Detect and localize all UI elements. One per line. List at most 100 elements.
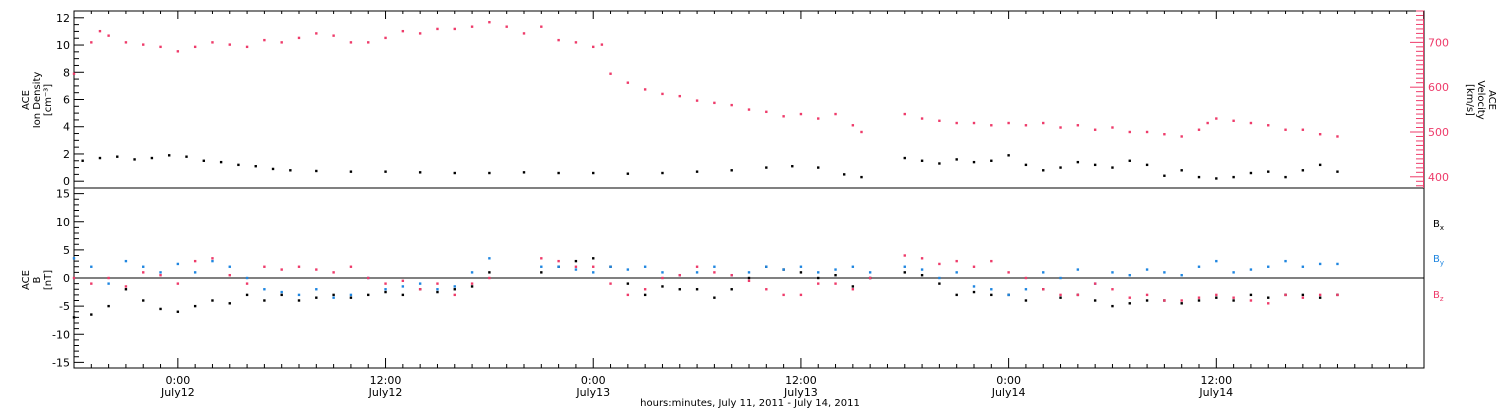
density-point — [557, 171, 560, 175]
x-tick-date-label: July13 — [783, 386, 818, 399]
velocity-point — [1267, 124, 1270, 127]
velocity-point — [211, 41, 214, 44]
bz-point — [730, 273, 733, 277]
bz-point — [315, 268, 318, 271]
density-point — [1059, 166, 1062, 169]
bz-point — [592, 265, 595, 268]
by-point — [574, 268, 578, 271]
by-point — [401, 285, 405, 288]
by-point — [661, 271, 664, 274]
by-point — [1163, 271, 1166, 274]
bx-point — [713, 296, 716, 299]
top-left-label-line2: Ion Density — [32, 72, 43, 129]
bz-point — [1128, 296, 1131, 299]
by-point — [643, 265, 647, 268]
bottom-left-tick-label: 0 — [63, 272, 70, 285]
bx-point — [1111, 304, 1114, 308]
bx-point — [1267, 296, 1270, 299]
bx-point — [972, 290, 976, 294]
density-point — [695, 170, 699, 173]
by-point — [817, 271, 820, 274]
top-left-tick-label: 0 — [63, 175, 70, 188]
bz-point — [765, 288, 768, 291]
bx-point — [834, 273, 837, 277]
by-point — [765, 265, 768, 268]
density-point — [271, 167, 275, 171]
bx-point — [245, 293, 249, 297]
density-point — [791, 165, 794, 168]
density-point — [1232, 175, 1235, 179]
density-point — [1318, 163, 1322, 167]
by-point — [695, 271, 699, 274]
velocity-point — [765, 110, 768, 114]
bz-point — [332, 271, 335, 274]
bz-point — [159, 273, 162, 277]
top-left-tick-label: 8 — [63, 66, 70, 79]
bx-point — [990, 293, 993, 297]
density-point — [626, 172, 630, 175]
density-point — [1215, 177, 1218, 180]
velocity-point — [401, 29, 405, 33]
by-point — [418, 282, 422, 285]
bz-point — [955, 259, 958, 263]
velocity-point — [1042, 121, 1045, 125]
top-left-label-line1: ACE — [21, 90, 32, 110]
x-tick-date-label: July12 — [160, 386, 195, 399]
velocity-point — [297, 36, 301, 40]
bz-point — [384, 282, 387, 285]
bz-point — [1284, 293, 1287, 297]
bz-point — [1093, 282, 1097, 285]
bx-point — [124, 288, 128, 291]
density-point — [1336, 170, 1339, 173]
x-tick-time-label: 0:00 — [996, 374, 1021, 387]
bz-point — [436, 282, 439, 285]
density-point — [185, 155, 188, 158]
density-point — [488, 171, 491, 175]
bz-point — [1318, 293, 1322, 297]
by-point — [1076, 268, 1080, 271]
velocity-point — [1145, 130, 1149, 134]
velocity-point — [90, 41, 93, 44]
density-point — [1197, 175, 1201, 179]
bx-point — [107, 304, 110, 308]
bz-point — [1111, 288, 1114, 291]
velocity-point — [782, 115, 785, 118]
velocity-point — [98, 29, 102, 33]
density-point — [237, 163, 240, 167]
velocity-point — [332, 34, 335, 37]
bz-point — [176, 282, 180, 285]
bz-point — [1059, 293, 1062, 297]
by-point — [1007, 293, 1010, 297]
density-point — [1180, 169, 1183, 172]
density-point — [81, 159, 84, 162]
density-point — [972, 160, 976, 164]
top-right-axis-label: ACE Velocity [km/s] — [1464, 80, 1497, 119]
bx-point — [72, 316, 76, 319]
by-point — [868, 271, 872, 274]
bz-point — [1301, 296, 1305, 299]
velocity-point — [436, 27, 439, 31]
velocity-point — [470, 25, 474, 28]
velocity-point — [592, 45, 595, 49]
by-point — [1111, 271, 1114, 274]
bottom-left-tick-label: 5 — [63, 244, 70, 257]
by-point — [609, 265, 612, 268]
by-point — [1024, 288, 1028, 291]
bz-point — [799, 293, 803, 297]
top-left-tick-label: 10 — [56, 39, 70, 52]
bz-point — [1197, 296, 1201, 299]
bx-point — [90, 313, 93, 316]
x-tick-time-label: 12:00 — [370, 374, 402, 387]
velocity-point — [678, 94, 681, 98]
by-point — [263, 288, 266, 291]
by-point — [972, 285, 976, 288]
velocity-point — [72, 72, 76, 75]
bx-point — [176, 310, 180, 313]
bx-point — [211, 299, 214, 302]
top-right-tick-label: 600 — [1428, 81, 1449, 94]
density-point — [1007, 154, 1010, 157]
by-point — [436, 288, 439, 291]
x-tick-time-label: 12:00 — [785, 374, 817, 387]
velocity-point — [418, 32, 422, 35]
velocity-point — [280, 41, 283, 44]
